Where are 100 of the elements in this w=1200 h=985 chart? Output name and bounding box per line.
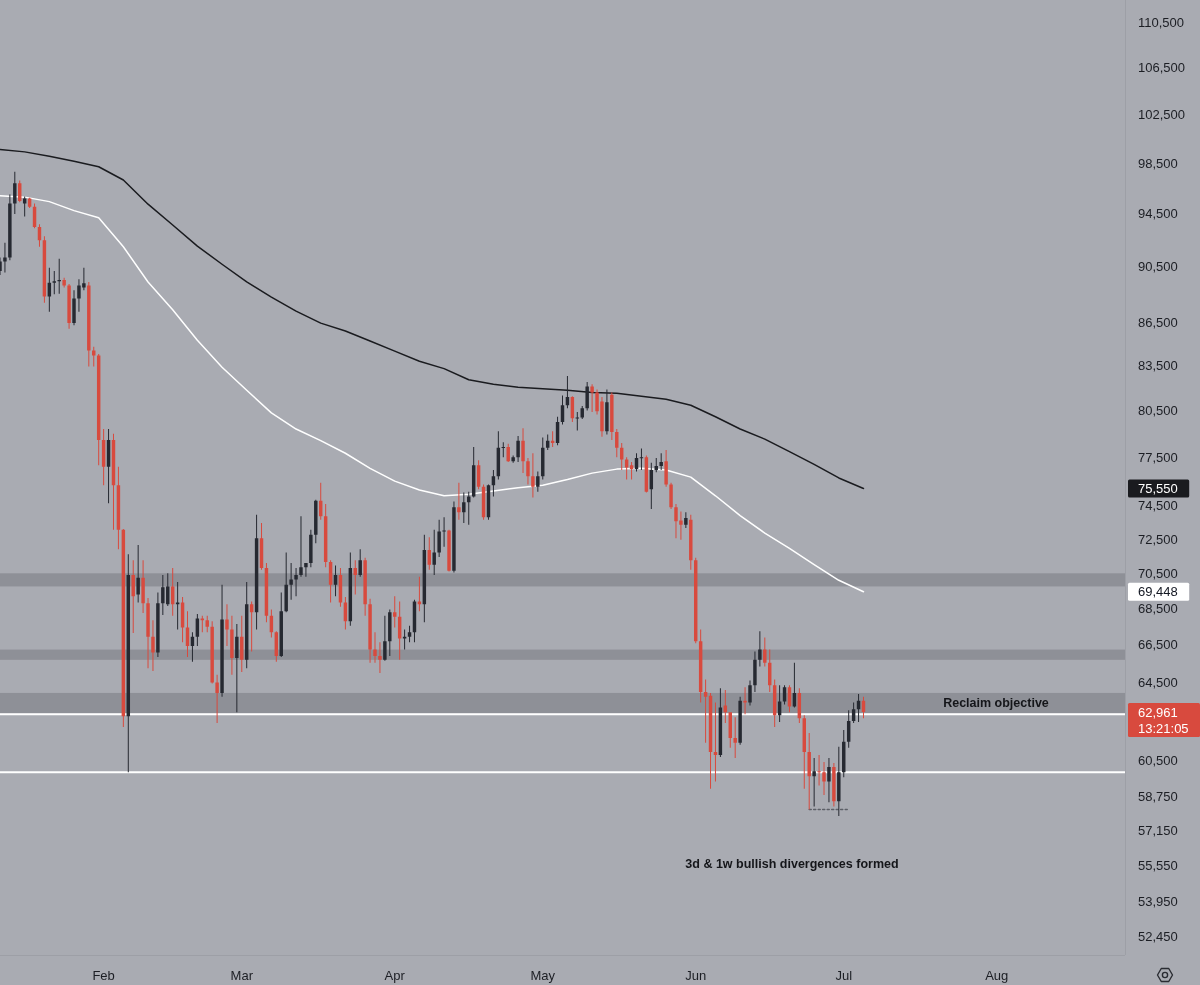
x-tick-label: Aug bbox=[985, 967, 1009, 983]
candlestick bbox=[506, 443, 510, 462]
y-tick-label: 70,500 bbox=[1138, 565, 1178, 581]
candlestick bbox=[161, 575, 165, 615]
candlestick bbox=[605, 389, 609, 435]
y-tick-label: 90,500 bbox=[1138, 259, 1178, 275]
x-tick-label: Mar bbox=[230, 967, 254, 983]
candlestick bbox=[215, 674, 219, 724]
candlestick bbox=[837, 746, 841, 816]
candlestick bbox=[156, 592, 160, 658]
candlestick bbox=[462, 492, 466, 524]
candlestick bbox=[659, 453, 663, 470]
y-tick-label: 64,500 bbox=[1138, 674, 1178, 690]
candlestick bbox=[827, 757, 831, 803]
candlestick bbox=[299, 516, 303, 577]
candlestick bbox=[87, 281, 91, 367]
y-tick-label: 83,500 bbox=[1138, 358, 1178, 374]
candlestick bbox=[131, 560, 135, 634]
y-tick-label: 72,500 bbox=[1138, 531, 1178, 547]
candlestick bbox=[309, 529, 313, 568]
candlestick bbox=[713, 702, 718, 782]
candlestick bbox=[230, 615, 234, 675]
candlestick bbox=[733, 717, 737, 758]
candlestick bbox=[536, 471, 540, 492]
y-tick-label: 68,500 bbox=[1138, 601, 1178, 617]
x-tick-label: Jul bbox=[835, 967, 853, 983]
candlestick bbox=[294, 568, 298, 597]
x-tick-label: Apr bbox=[384, 967, 406, 983]
candlestick bbox=[57, 258, 61, 294]
candlestick bbox=[240, 615, 244, 673]
candlestick bbox=[358, 549, 362, 577]
candlestick bbox=[521, 428, 525, 474]
candlestick bbox=[284, 552, 288, 613]
x-tick-label: Feb bbox=[92, 967, 115, 983]
y-tick-label: 57,150 bbox=[1138, 823, 1178, 839]
y-tick-label: 62,961 bbox=[1138, 704, 1178, 720]
candlestick bbox=[67, 284, 71, 329]
annotation: Reclaim objective bbox=[943, 696, 1049, 710]
candlestick bbox=[763, 637, 767, 667]
candlestick bbox=[832, 763, 836, 807]
candlestick bbox=[235, 623, 239, 713]
candlestick bbox=[748, 680, 752, 706]
candlestick bbox=[388, 609, 392, 657]
candlestick bbox=[531, 453, 535, 498]
y-tick-label: 86,500 bbox=[1138, 314, 1178, 330]
candlestick bbox=[13, 171, 17, 214]
candlestick bbox=[457, 482, 461, 520]
candlestick bbox=[610, 392, 614, 440]
y-tick-label: 58,750 bbox=[1138, 789, 1178, 805]
candlestick bbox=[812, 757, 816, 807]
text: 13:21:05 bbox=[1138, 720, 1189, 736]
y-tick-label: 60,500 bbox=[1138, 753, 1178, 769]
y-tick-label: 80,500 bbox=[1138, 403, 1178, 419]
candlestick bbox=[383, 615, 387, 661]
candlestick bbox=[363, 557, 367, 616]
y-tick-label: 94,500 bbox=[1138, 206, 1178, 222]
x-tick-label: May bbox=[530, 967, 556, 983]
y-tick-label: 69,448 bbox=[1138, 584, 1178, 600]
y-tick-label: 110,500 bbox=[1138, 14, 1185, 30]
candlestick bbox=[679, 511, 683, 540]
candlestick bbox=[314, 499, 318, 544]
y-tick-label: 66,500 bbox=[1138, 637, 1178, 653]
candlestick bbox=[417, 576, 422, 612]
candlestick bbox=[373, 632, 377, 663]
candlestick bbox=[807, 732, 811, 810]
candlestick bbox=[817, 754, 821, 786]
candlestick bbox=[743, 687, 747, 715]
candlestick bbox=[753, 651, 757, 692]
candlestick bbox=[432, 529, 436, 576]
candlestick bbox=[526, 457, 530, 485]
candlestick bbox=[225, 604, 229, 646]
y-tick-label: 75,550 bbox=[1138, 480, 1178, 496]
candlestick bbox=[52, 271, 56, 295]
candlestick bbox=[146, 597, 150, 669]
candlestick bbox=[575, 412, 580, 431]
y-tick-label: 55,550 bbox=[1138, 858, 1178, 874]
candlestick bbox=[452, 501, 456, 573]
candlestick bbox=[289, 562, 293, 600]
y-tick-label: 53,950 bbox=[1138, 894, 1178, 910]
candlestick bbox=[639, 448, 644, 470]
candlestick bbox=[304, 562, 308, 577]
y-tick-label: 77,500 bbox=[1138, 449, 1178, 465]
candlestick bbox=[615, 429, 619, 458]
y-tick-label: 74,500 bbox=[1138, 498, 1178, 514]
candlestick bbox=[738, 696, 742, 745]
y-tick-label: 106,500 bbox=[1138, 59, 1185, 75]
candlestick bbox=[674, 503, 678, 539]
candlestick bbox=[447, 529, 451, 572]
candlestick bbox=[822, 762, 826, 795]
y-tick-label: 102,500 bbox=[1138, 106, 1185, 122]
candlestick bbox=[3, 242, 7, 273]
y-tick-label: 98,500 bbox=[1138, 155, 1178, 171]
candlestick bbox=[703, 679, 708, 743]
candlestick bbox=[511, 455, 515, 463]
annotation: 3d & 1w bullish divergences formed bbox=[685, 857, 899, 871]
candlestick bbox=[141, 560, 145, 614]
candlestick bbox=[669, 482, 673, 509]
candlestick bbox=[664, 450, 668, 487]
candlestick bbox=[684, 512, 688, 529]
candlestick bbox=[501, 442, 506, 458]
